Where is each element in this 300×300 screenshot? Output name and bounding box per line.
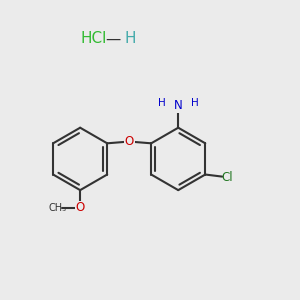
Text: HCl: HCl	[80, 31, 107, 46]
Text: —: —	[105, 32, 121, 46]
Text: O: O	[124, 135, 134, 148]
Text: O: O	[76, 202, 85, 214]
Text: Cl: Cl	[222, 171, 233, 184]
Text: H: H	[158, 98, 166, 108]
Text: H: H	[125, 31, 136, 46]
Text: H: H	[191, 98, 199, 108]
Text: N: N	[174, 99, 183, 112]
Text: CH₃: CH₃	[49, 203, 67, 213]
